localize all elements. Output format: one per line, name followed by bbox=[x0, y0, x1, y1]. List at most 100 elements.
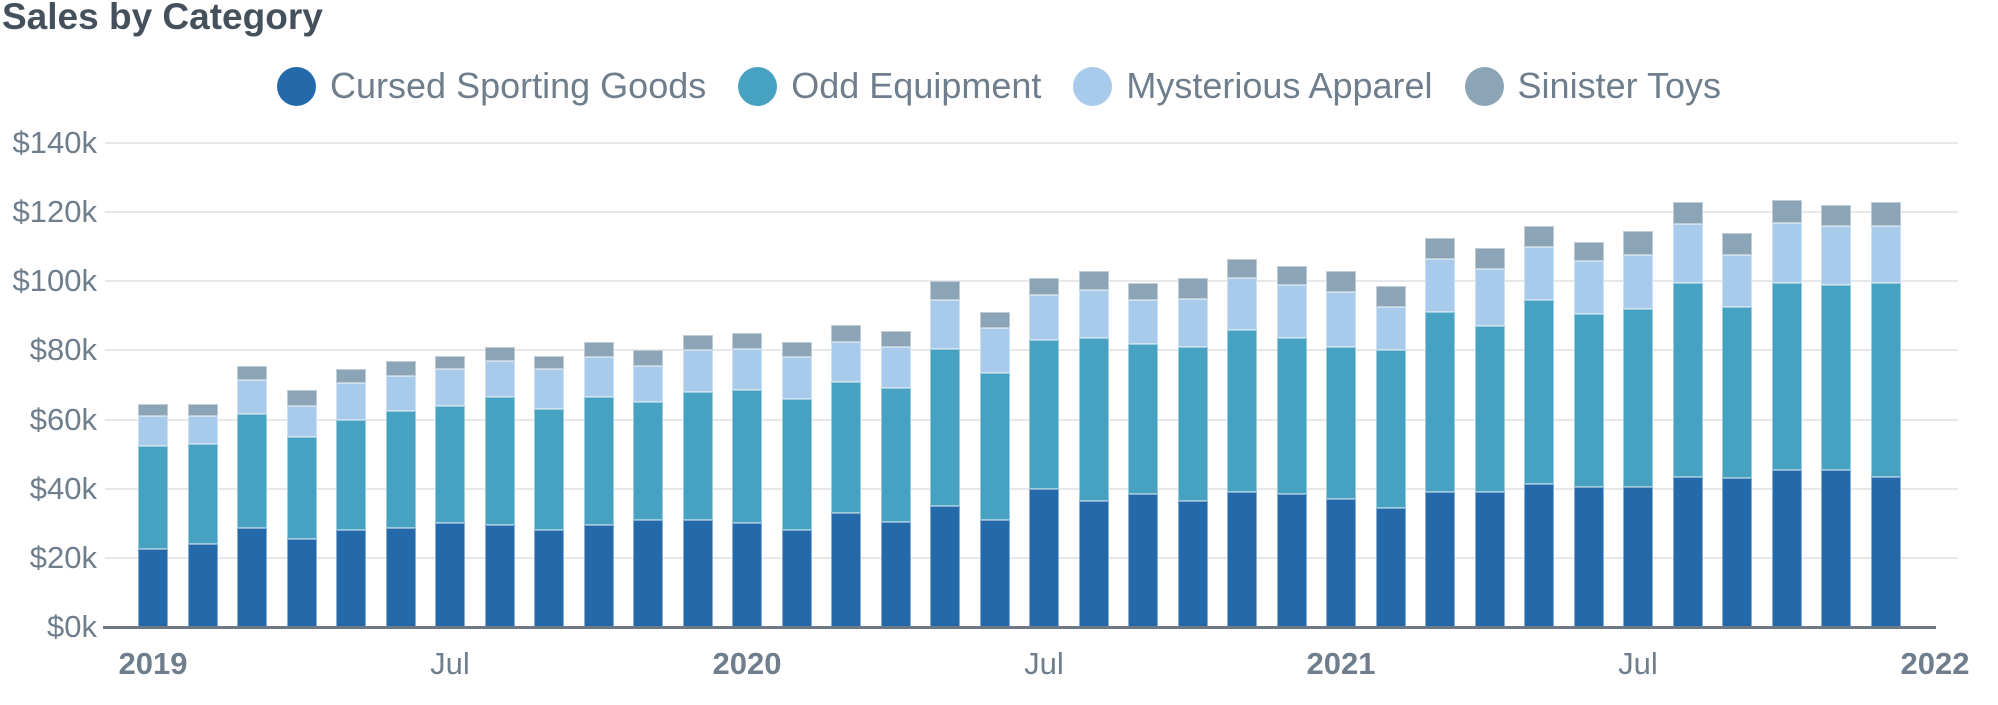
bar-segment-mysterious-apparel[interactable] bbox=[484, 360, 515, 398]
bar-segment-odd-equipment[interactable] bbox=[1326, 346, 1356, 500]
bar-segment-sinister-toys[interactable] bbox=[1128, 283, 1158, 301]
bar-segment-cursed-sporting-goods[interactable] bbox=[1326, 499, 1356, 627]
bar-segment-cursed-sporting-goods[interactable] bbox=[880, 521, 911, 627]
bar-2021-02[interactable] bbox=[1375, 286, 1406, 627]
bar-segment-mysterious-apparel[interactable] bbox=[187, 416, 218, 444]
bar-segment-odd-equipment[interactable] bbox=[1870, 283, 1901, 477]
bar-2021-08[interactable] bbox=[1672, 201, 1703, 627]
bar-segment-sinister-toys[interactable] bbox=[237, 366, 267, 380]
bar-segment-mysterious-apparel[interactable] bbox=[1029, 295, 1059, 341]
bar-segment-odd-equipment[interactable] bbox=[1029, 340, 1059, 489]
bar-2021-12[interactable] bbox=[1870, 201, 1901, 627]
bar-segment-odd-equipment[interactable] bbox=[781, 398, 812, 531]
bar-segment-odd-equipment[interactable] bbox=[1821, 284, 1851, 470]
bar-segment-cursed-sporting-goods[interactable] bbox=[286, 538, 317, 627]
bar-segment-mysterious-apparel[interactable] bbox=[336, 383, 366, 420]
bar-segment-odd-equipment[interactable] bbox=[336, 419, 366, 531]
bar-segment-sinister-toys[interactable] bbox=[1276, 265, 1307, 285]
bar-2021-10[interactable] bbox=[1771, 200, 1802, 627]
bar-segment-sinister-toys[interactable] bbox=[187, 404, 218, 417]
bar-segment-cursed-sporting-goods[interactable] bbox=[831, 512, 861, 627]
bar-segment-mysterious-apparel[interactable] bbox=[138, 416, 168, 446]
bar-2019-10[interactable] bbox=[583, 341, 614, 627]
bar-segment-odd-equipment[interactable] bbox=[1375, 350, 1406, 508]
legend-item-odd-equipment[interactable]: Odd Equipment bbox=[738, 64, 1041, 108]
bar-segment-cursed-sporting-goods[interactable] bbox=[336, 530, 366, 627]
bar-segment-cursed-sporting-goods[interactable] bbox=[484, 525, 515, 627]
bar-segment-sinister-toys[interactable] bbox=[1326, 270, 1356, 292]
bar-segment-odd-equipment[interactable] bbox=[534, 409, 564, 531]
bar-segment-sinister-toys[interactable] bbox=[831, 324, 861, 342]
bar-segment-cursed-sporting-goods[interactable] bbox=[633, 519, 663, 627]
bar-segment-odd-equipment[interactable] bbox=[930, 348, 960, 506]
bar-segment-sinister-toys[interactable] bbox=[1623, 231, 1653, 256]
bar-segment-mysterious-apparel[interactable] bbox=[1870, 225, 1901, 284]
bar-2019-04[interactable] bbox=[286, 390, 317, 627]
bar-segment-sinister-toys[interactable] bbox=[732, 333, 762, 349]
bar-2020-04[interactable] bbox=[880, 331, 911, 627]
bar-segment-mysterious-apparel[interactable] bbox=[1474, 269, 1505, 327]
bar-segment-mysterious-apparel[interactable] bbox=[1623, 255, 1653, 309]
bar-2021-07[interactable] bbox=[1623, 231, 1653, 627]
bar-segment-odd-equipment[interactable] bbox=[979, 372, 1010, 520]
bar-segment-mysterious-apparel[interactable] bbox=[781, 357, 812, 399]
bar-segment-cursed-sporting-goods[interactable] bbox=[187, 544, 218, 627]
bar-2019-05[interactable] bbox=[336, 369, 366, 627]
bar-2020-03[interactable] bbox=[831, 324, 861, 627]
bar-segment-cursed-sporting-goods[interactable] bbox=[237, 528, 267, 627]
bar-2020-08[interactable] bbox=[1078, 270, 1109, 627]
bar-segment-mysterious-apparel[interactable] bbox=[1375, 307, 1406, 351]
bar-segment-odd-equipment[interactable] bbox=[1771, 283, 1802, 470]
bar-segment-mysterious-apparel[interactable] bbox=[1524, 246, 1554, 301]
bar-segment-odd-equipment[interactable] bbox=[1722, 307, 1752, 479]
bar-segment-cursed-sporting-goods[interactable] bbox=[930, 506, 960, 627]
bar-2019-12[interactable] bbox=[682, 334, 713, 627]
bar-segment-sinister-toys[interactable] bbox=[138, 404, 168, 417]
bar-segment-mysterious-apparel[interactable] bbox=[1425, 258, 1455, 313]
bar-segment-odd-equipment[interactable] bbox=[187, 443, 218, 545]
bar-2019-11[interactable] bbox=[633, 350, 663, 627]
bar-segment-cursed-sporting-goods[interactable] bbox=[385, 528, 416, 627]
bar-segment-mysterious-apparel[interactable] bbox=[979, 327, 1010, 373]
bar-segment-cursed-sporting-goods[interactable] bbox=[1425, 492, 1455, 627]
bar-segment-sinister-toys[interactable] bbox=[336, 369, 366, 384]
bar-segment-sinister-toys[interactable] bbox=[1227, 258, 1257, 278]
bar-segment-cursed-sporting-goods[interactable] bbox=[979, 519, 1010, 627]
bar-segment-mysterious-apparel[interactable] bbox=[286, 405, 317, 437]
bar-segment-sinister-toys[interactable] bbox=[1524, 225, 1554, 247]
bar-2020-07[interactable] bbox=[1029, 277, 1059, 627]
bar-2019-03[interactable] bbox=[237, 366, 267, 627]
bar-segment-cursed-sporting-goods[interactable] bbox=[1524, 483, 1554, 627]
bar-segment-mysterious-apparel[interactable] bbox=[1672, 224, 1703, 284]
bar-segment-sinister-toys[interactable] bbox=[1375, 286, 1406, 308]
bar-segment-mysterious-apparel[interactable] bbox=[1078, 289, 1109, 339]
bar-segment-mysterious-apparel[interactable] bbox=[1276, 284, 1307, 339]
bar-2020-10[interactable] bbox=[1177, 277, 1208, 627]
bar-segment-cursed-sporting-goods[interactable] bbox=[682, 519, 713, 627]
bar-segment-odd-equipment[interactable] bbox=[385, 410, 416, 529]
bar-segment-sinister-toys[interactable] bbox=[1771, 200, 1802, 223]
bar-segment-odd-equipment[interactable] bbox=[1276, 338, 1307, 494]
bar-2019-06[interactable] bbox=[385, 360, 416, 627]
bar-2019-07[interactable] bbox=[435, 355, 465, 627]
bar-segment-odd-equipment[interactable] bbox=[484, 397, 515, 526]
bar-segment-sinister-toys[interactable] bbox=[286, 390, 317, 406]
bar-segment-sinister-toys[interactable] bbox=[880, 331, 911, 347]
bar-2020-11[interactable] bbox=[1227, 258, 1257, 627]
bar-2021-01[interactable] bbox=[1326, 270, 1356, 627]
bar-2019-02[interactable] bbox=[187, 404, 218, 627]
bar-segment-cursed-sporting-goods[interactable] bbox=[781, 530, 812, 627]
bar-segment-mysterious-apparel[interactable] bbox=[1722, 255, 1752, 308]
bar-2020-09[interactable] bbox=[1128, 283, 1158, 627]
bar-segment-sinister-toys[interactable] bbox=[930, 281, 960, 301]
bar-2019-09[interactable] bbox=[534, 355, 564, 627]
bar-segment-cursed-sporting-goods[interactable] bbox=[1227, 492, 1257, 627]
bar-segment-sinister-toys[interactable] bbox=[435, 355, 465, 370]
bar-segment-odd-equipment[interactable] bbox=[1425, 312, 1455, 493]
bar-segment-sinister-toys[interactable] bbox=[385, 360, 416, 377]
bar-segment-odd-equipment[interactable] bbox=[286, 436, 317, 539]
bar-segment-cursed-sporting-goods[interactable] bbox=[583, 525, 614, 627]
bar-segment-odd-equipment[interactable] bbox=[583, 397, 614, 526]
bar-segment-sinister-toys[interactable] bbox=[1177, 277, 1208, 299]
bar-segment-mysterious-apparel[interactable] bbox=[237, 379, 267, 415]
